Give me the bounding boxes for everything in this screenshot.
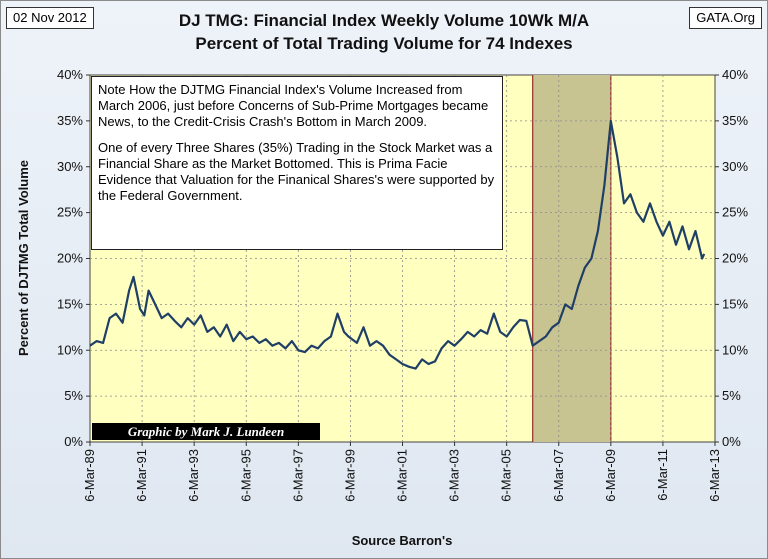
y-tick-label: 30% (57, 159, 83, 174)
right-y-tick-label: 10% (722, 342, 748, 357)
x-tick-label: 6-Mar-07 (551, 449, 566, 502)
x-tick-label: 6-Mar-97 (290, 449, 305, 502)
credit-label: Graphic by Mark J. Lundeen (92, 423, 320, 440)
y-tick-label: 15% (57, 296, 83, 311)
right-y-tick-label: 25% (722, 205, 748, 220)
y-axis-title: Percent of DJTMG Total Volume (16, 160, 31, 356)
right-y-tick-label: 40% (722, 67, 748, 82)
y-tick-label: 20% (57, 251, 83, 266)
x-tick-label: 6-Mar-93 (186, 449, 201, 502)
right-y-tick-label: 35% (722, 113, 748, 128)
y-tick-label: 10% (57, 342, 83, 357)
y-tick-label: 25% (57, 205, 83, 220)
x-tick-label: 6-Mar-11 (655, 449, 670, 501)
chart-title-line1: DJ TMG: Financial Index Weekly Volume 10… (178, 11, 590, 30)
x-axis: 6-Mar-89 6-Mar-91 6-Mar-93 6-Mar-95 6-Mar-97… (82, 442, 722, 502)
y-tick-label: 40% (57, 67, 83, 82)
y-tick-label: 35% (57, 113, 83, 128)
x-tick-label: 6-Mar-99 (342, 449, 357, 502)
right-y-axis: 0% 5% 10% 15% 20% 25% 30% 35% 40% (715, 67, 748, 449)
right-y-tick-label: 20% (722, 251, 748, 266)
x-axis-title: Source Barron's (352, 533, 453, 548)
x-tick-label: 6-Mar-13 (707, 449, 722, 502)
right-y-tick-label: 15% (722, 296, 748, 311)
right-y-tick-label: 0% (722, 434, 741, 449)
note-paragraph-2: One of every Three Shares (35%) Trading … (98, 140, 495, 203)
right-y-tick-label: 5% (722, 388, 741, 403)
series-line (89, 119, 706, 370)
x-tick-label: 6-Mar-09 (603, 449, 618, 502)
series-layer (89, 119, 706, 370)
x-tick-label: 6-Mar-05 (499, 449, 514, 502)
date-label: 02 Nov 2012 (6, 7, 94, 29)
x-tick-label: 6-Mar-91 (134, 449, 149, 502)
x-tick-label: 6-Mar-03 (447, 449, 462, 502)
y-tick-label: 0% (64, 434, 83, 449)
x-tick-label: 6-Mar-95 (238, 449, 253, 502)
x-tick-label: 6-Mar-89 (82, 449, 97, 502)
note-paragraph-1: Note How the DJTMG Financial Index's Vol… (98, 82, 489, 129)
right-y-tick-label: 30% (722, 159, 748, 174)
chart-title-line2: Percent of Total Trading Volume for 74 I… (195, 34, 573, 53)
source-badge: GATA.Org (689, 7, 762, 29)
y-tick-label: 5% (64, 388, 83, 403)
left-y-axis: 0% 5% 10% 15% 20% 25% 30% 35% 40% (57, 67, 90, 449)
annotation-note: Note How the DJTMG Financial Index's Vol… (91, 76, 503, 250)
x-tick-label: 6-Mar-01 (395, 449, 410, 502)
